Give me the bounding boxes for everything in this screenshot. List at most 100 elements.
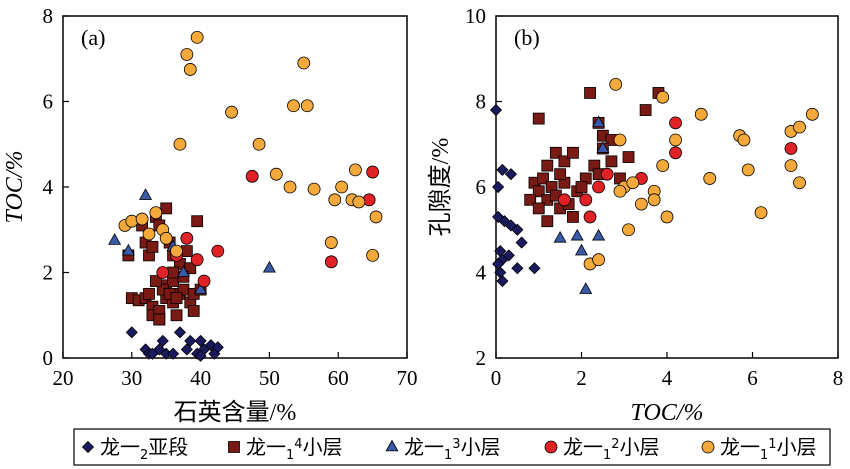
data-point	[143, 287, 155, 300]
legend-label: 龙一12小层	[563, 435, 660, 463]
data-point	[613, 184, 627, 198]
data-point	[211, 244, 225, 258]
y-tick-label: 4	[476, 261, 487, 285]
data-point	[504, 219, 518, 232]
data-point	[549, 146, 562, 159]
data-point	[592, 228, 606, 241]
data-point	[737, 133, 751, 147]
data-point	[194, 282, 208, 294]
data-point	[146, 240, 159, 253]
data-point	[156, 334, 169, 347]
data-point	[180, 231, 194, 245]
data-point	[187, 305, 200, 317]
y-tick-label: 6	[476, 175, 487, 199]
data-point	[225, 105, 238, 119]
y-tick-label: 4	[43, 175, 54, 199]
data-point	[669, 146, 682, 160]
y-tick-label: 0	[43, 346, 54, 370]
data-point	[153, 313, 166, 326]
legend-label: 龙一14小层	[246, 435, 343, 463]
data-point	[592, 180, 605, 194]
data-point	[626, 176, 640, 190]
legend-item-4: 龙一11小层	[701, 435, 817, 463]
data-point	[184, 334, 197, 347]
series-b-4	[583, 78, 819, 271]
data-point	[496, 274, 509, 288]
data-point	[307, 182, 321, 196]
marks-b	[489, 78, 819, 294]
legend-item-1: 龙一14小层	[228, 435, 343, 463]
x-tick-label: 2	[576, 366, 587, 390]
data-point	[567, 211, 579, 223]
data-point	[634, 197, 648, 211]
data-point	[108, 233, 122, 245]
data-point	[180, 343, 193, 356]
data-point	[660, 210, 674, 224]
series-a-3	[156, 165, 380, 288]
data-point	[554, 168, 567, 181]
legend-item-0: 龙一2亚段	[81, 435, 188, 463]
data-point	[805, 107, 819, 121]
data-point	[656, 159, 670, 173]
data-point	[352, 195, 366, 209]
x-tick-label: 30	[121, 366, 142, 390]
data-point	[784, 159, 798, 173]
data-point	[584, 87, 596, 99]
legend-marker	[228, 441, 240, 453]
x-tick-label: 40	[190, 366, 211, 390]
data-point	[125, 214, 139, 228]
data-point	[180, 245, 193, 258]
legend-marker	[701, 440, 715, 454]
data-point	[297, 56, 311, 70]
data-point	[170, 244, 183, 258]
data-point	[159, 231, 173, 245]
data-point	[197, 274, 211, 288]
x-axis-label-b: TOC/%	[631, 400, 704, 426]
data-point	[579, 282, 593, 294]
series-b-2	[553, 115, 610, 294]
legend-label: 龙一2亚段	[100, 435, 188, 463]
data-point	[191, 215, 204, 228]
y-tick-label: 2	[43, 261, 54, 285]
panel-label-a: (a)	[81, 25, 105, 50]
data-point	[669, 116, 682, 130]
data-point	[579, 193, 593, 207]
x-tick-label: 8	[833, 366, 844, 390]
series-a-4	[118, 30, 383, 262]
panel-label-b: (b)	[514, 25, 540, 50]
data-point	[669, 133, 682, 147]
y-axis-label-a: TOC/%	[2, 151, 28, 224]
data-point	[793, 120, 806, 134]
y-tick-label: 10	[465, 4, 486, 28]
data-point	[142, 227, 156, 241]
data-point	[613, 133, 627, 147]
legend-label: 龙一11小层	[720, 435, 817, 463]
series-a-0	[125, 326, 224, 362]
data-point	[504, 168, 518, 181]
data-point	[335, 180, 349, 194]
data-point	[532, 185, 545, 198]
data-point	[754, 206, 768, 220]
legend-marker	[81, 440, 95, 454]
data-point	[558, 193, 571, 207]
series-a-2	[108, 188, 276, 294]
data-point	[324, 255, 338, 269]
data-point	[125, 326, 138, 339]
data-point	[553, 230, 567, 243]
legend: 龙一2亚段 龙一14小层 龙一13小层 龙一12小层 龙一11小层	[73, 428, 831, 466]
data-point	[694, 107, 708, 121]
data-point	[532, 112, 545, 125]
series-b-1	[524, 87, 665, 228]
x-tick-label: 20	[53, 366, 74, 390]
data-point	[190, 30, 204, 44]
legend-item-3: 龙一12小层	[544, 435, 660, 463]
data-point	[156, 266, 170, 279]
x-tick-label: 6	[747, 366, 758, 390]
data-point	[262, 260, 276, 273]
data-point	[369, 210, 383, 224]
x-tick-label: 50	[259, 366, 280, 390]
data-point	[511, 262, 524, 275]
y-tick-label: 8	[43, 4, 54, 28]
x-tick-label: 4	[662, 366, 673, 390]
